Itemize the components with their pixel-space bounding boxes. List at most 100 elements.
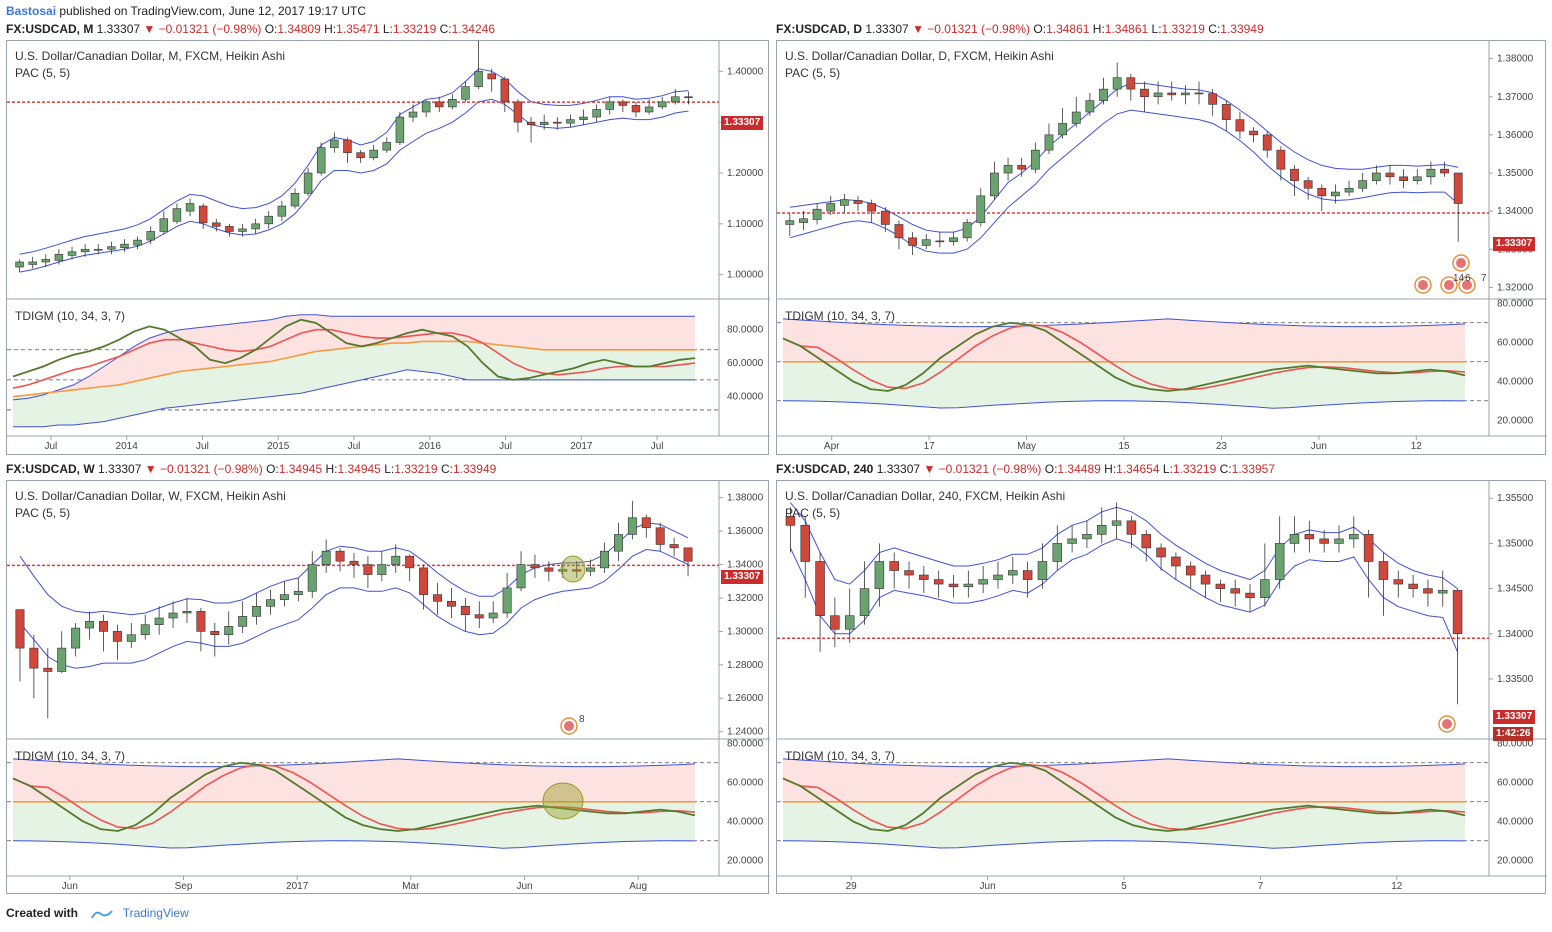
candle-body [172, 208, 182, 222]
candle-body [853, 200, 863, 204]
countdown-tag: 1:42:26 [1493, 727, 1534, 741]
author-name[interactable]: Bastosai [6, 4, 57, 18]
pac-lower-line [789, 109, 1459, 254]
candle-body [1358, 180, 1368, 189]
osc-tick-label: 80.0000 [1497, 738, 1534, 749]
candle-body [1111, 520, 1122, 526]
change-value: ▼ −0.01321 (−0.98%) [144, 462, 263, 476]
candle-body [641, 517, 651, 529]
candle-body [1167, 92, 1177, 96]
last-price: 1.33307 [865, 22, 909, 36]
chart-panel-240[interactable]: 1.35500 1.35000 1.34500 1.34000 1.33500 29 Jun… [776, 480, 1547, 894]
y-tick-label: 1.33500 [1497, 674, 1534, 685]
candle-body [1317, 187, 1327, 197]
candle-body [107, 246, 116, 250]
candle-body [859, 588, 870, 617]
osc-tick-label: 60.0000 [727, 358, 764, 369]
candle-body [904, 570, 914, 576]
tdi-rsi-line [782, 321, 1466, 392]
osc-tick-label: 40.0000 [1497, 816, 1534, 827]
candle-body [579, 116, 588, 120]
candle-body [500, 78, 510, 103]
candle-body [1344, 187, 1354, 193]
x-tick-label: 12 [1411, 441, 1423, 452]
pac-upper-line [790, 502, 1458, 590]
candle-body [1126, 520, 1137, 535]
candle-body [321, 550, 331, 565]
tdi-upper-band [12, 758, 696, 768]
high-label: H: [1092, 22, 1105, 36]
candle-body [1085, 100, 1095, 113]
y-tick-label: 1.34000 [1497, 629, 1534, 640]
close-value: 1.33949 [452, 462, 497, 476]
last-price: 1.33307 [96, 22, 141, 36]
candle-body [307, 564, 317, 592]
candle-body [1140, 88, 1149, 98]
price-tag: 1.33307 [1493, 237, 1536, 251]
candle-body [566, 119, 575, 124]
x-tick-label: Jul [196, 441, 209, 452]
chart-panel-monthly[interactable]: 1.400001.300001.200001.100001.00000Jul20… [6, 40, 770, 455]
x-tick-label: May [1017, 441, 1036, 452]
x-tick-label: Jul [44, 441, 57, 452]
y-tick-label: 1.32000 [727, 593, 764, 604]
highlight-ellipse [542, 782, 584, 820]
candle-body [225, 226, 234, 232]
candle-body [15, 261, 24, 268]
y-tick-label: 1.40000 [727, 66, 764, 77]
chart-panel-weekly[interactable]: 1.38000 1.36000 1.34000 1.32000 1.30000 1.280… [6, 480, 770, 894]
candle-body [1452, 590, 1463, 635]
candle-body [644, 106, 654, 113]
x-tick-label: Aug [629, 881, 647, 892]
open-label: O: [1044, 462, 1058, 476]
candle-body [1304, 534, 1315, 540]
highlight-ellipse [560, 555, 586, 583]
candle-body [539, 121, 549, 126]
tdi-upper-band [782, 318, 1466, 328]
candle-body [1126, 77, 1136, 90]
candle-body [224, 626, 234, 636]
candle-body [252, 606, 262, 617]
candle-body [1071, 111, 1081, 124]
x-tick-label: 2014 [116, 441, 139, 452]
candle-body [1349, 534, 1359, 540]
candle-body [185, 203, 195, 212]
close-value: 1.33957 [1231, 462, 1276, 476]
candle-body [976, 195, 986, 223]
osc-tick-label: 20.0000 [1497, 415, 1534, 426]
tdi-rsi-line [12, 318, 696, 381]
h240-chart-svg: 1.35500 1.35000 1.34500 1.34000 1.33500 29 Jun… [777, 481, 1547, 892]
candle-body [1017, 165, 1027, 170]
candle-body [112, 631, 122, 642]
brand-link[interactable]: TradingView [122, 906, 189, 920]
candle-body [419, 567, 429, 595]
high-value: 1.34945 [337, 462, 381, 476]
x-tick-label: Jun [62, 881, 78, 892]
candle-body [830, 615, 840, 630]
candle-body [1044, 134, 1054, 151]
x-tick-label: 2015 [267, 441, 290, 452]
y-tick-label: 1.28000 [727, 660, 764, 671]
candle-body [1385, 172, 1395, 178]
candle-body [553, 121, 562, 124]
pac-lower-line [789, 538, 1459, 653]
candle-body [85, 621, 95, 629]
candle-body [474, 614, 484, 619]
candle-body [196, 611, 206, 632]
symbol-label: FX:USDCAD, D [776, 22, 862, 36]
candle-body [1408, 583, 1418, 589]
event-count-label: 6 [1465, 273, 1471, 284]
candle-body [618, 101, 628, 106]
x-tick-label: 12 [1391, 881, 1403, 892]
close-label: C: [1208, 22, 1221, 36]
candle-body [1171, 556, 1181, 567]
candle-body [544, 567, 554, 572]
candle-body [502, 587, 512, 614]
candle-body [1423, 588, 1433, 594]
candle-body [377, 564, 387, 575]
chart-panel-daily[interactable]: 1.380001.370001.360001.350001.340001.330… [776, 40, 1547, 455]
chart-title: U.S. Dollar/Canadian Dollar, W, FXCM, He… [15, 489, 286, 503]
x-tick-label: 15 [1118, 441, 1130, 452]
candle-body [446, 601, 456, 607]
candle-body [1303, 180, 1313, 189]
